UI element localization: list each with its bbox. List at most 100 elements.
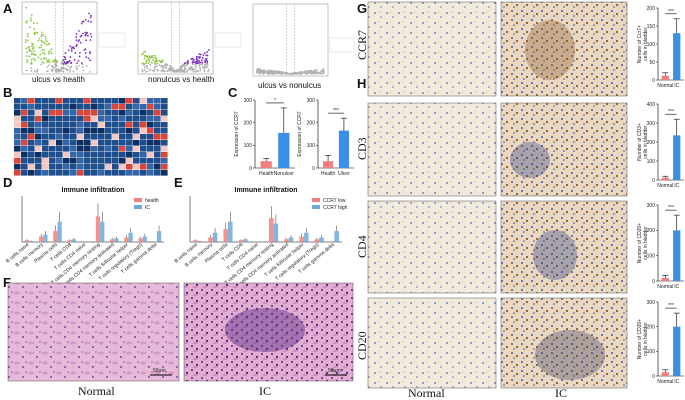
heatmap-cell xyxy=(112,170,119,176)
volcano-point xyxy=(192,70,195,73)
volcano-point xyxy=(153,54,156,57)
heatmap-cell xyxy=(91,110,98,116)
heatmap-cell xyxy=(119,140,126,146)
heatmap-cell xyxy=(21,164,28,170)
heatmap-cell xyxy=(28,134,35,140)
heatmap-cell xyxy=(126,170,133,176)
heatmap-cell xyxy=(119,170,126,176)
legend-swatch xyxy=(134,198,142,202)
volcano-point xyxy=(285,73,288,75)
ihc-row-label-cd4: CD4 xyxy=(355,235,369,258)
heatmap-cell xyxy=(112,128,119,134)
heatmap-cell xyxy=(126,110,133,116)
heatmap-cell xyxy=(161,134,168,140)
y-tick-label: 300 xyxy=(647,300,656,306)
x-tick-label: Nonulcer xyxy=(274,171,294,177)
volcano-point xyxy=(163,70,166,73)
bar-ccr7-low xyxy=(238,240,244,242)
volcano-point xyxy=(87,57,90,60)
volcano-point xyxy=(194,66,197,68)
volcano-point xyxy=(69,70,71,73)
volcano-point xyxy=(75,36,78,38)
heatmap-cell xyxy=(63,128,70,134)
panel-label-f: F xyxy=(3,275,11,290)
volcano-point xyxy=(320,70,322,73)
volcano-point xyxy=(161,68,164,70)
volcano-point xyxy=(201,63,204,66)
heatmap-cell xyxy=(35,146,42,152)
heatmap-cell xyxy=(168,104,175,110)
heatmap-cell xyxy=(147,140,154,146)
ihc-col-label-ic: IC xyxy=(555,386,567,400)
heatmap-cell xyxy=(133,158,140,164)
heatmap-cell xyxy=(182,104,189,110)
volcano-point xyxy=(150,56,153,58)
legend-swatch xyxy=(312,198,320,202)
volcano-point xyxy=(271,72,274,74)
heatmap-cell xyxy=(119,98,126,104)
volcano-point xyxy=(147,62,150,64)
heatmap-cell xyxy=(14,116,21,122)
volcano-point xyxy=(199,63,202,66)
volcano-point xyxy=(198,62,200,64)
panel-label-h: H xyxy=(357,76,366,91)
y-tick-label: 200 xyxy=(647,140,656,146)
heatmap-cell xyxy=(49,110,56,116)
heatmap-cell xyxy=(42,164,49,170)
heatmap-cell xyxy=(91,164,98,170)
volcano-point xyxy=(38,37,41,40)
volcano-point xyxy=(34,59,36,62)
volcano-point xyxy=(26,61,29,64)
heatmap-cell xyxy=(182,110,189,116)
heatmap-cell xyxy=(140,98,147,104)
volcano-point xyxy=(41,49,44,52)
volcano-point xyxy=(43,49,46,51)
x-tick-label: Normal xyxy=(657,183,673,189)
heatmap-cell xyxy=(133,164,140,170)
heatmap-cell xyxy=(84,134,91,140)
volcano-point xyxy=(26,35,29,38)
heatmap-cell xyxy=(140,146,147,152)
volcano-point xyxy=(44,35,47,38)
volcano-point xyxy=(31,42,33,45)
chart-title: Immune infiltration xyxy=(62,187,125,194)
heatmap-cell xyxy=(140,140,147,146)
volcano-point xyxy=(90,14,92,17)
volcano-point xyxy=(45,57,48,60)
volcano-point xyxy=(62,66,65,69)
heatmap-cell xyxy=(77,122,84,128)
heatmap-cell xyxy=(189,110,196,116)
volcano-point xyxy=(40,46,42,49)
heatmap-cell xyxy=(112,104,119,110)
volcano-caption-1: ulcus vs health xyxy=(32,75,85,84)
volcano-point xyxy=(314,72,317,75)
volcano-point xyxy=(67,60,70,63)
heatmap-cell xyxy=(98,134,105,140)
volcano-point xyxy=(199,53,202,56)
volcano-point xyxy=(307,71,310,73)
volcano-point xyxy=(75,45,78,48)
volcano-point xyxy=(198,53,201,56)
volcano-point xyxy=(145,70,147,73)
volcano-point xyxy=(60,62,63,65)
heatmap-cell xyxy=(42,122,49,128)
volcano-point xyxy=(68,59,71,62)
volcano-point xyxy=(72,46,75,49)
heatmap-cell xyxy=(84,152,91,158)
heatmap-cell xyxy=(49,104,56,110)
volcano-point xyxy=(84,18,87,21)
volcano-point xyxy=(45,43,48,46)
volcano-point xyxy=(40,34,43,36)
bar-ccr7-high xyxy=(243,239,248,242)
heatmap-cell xyxy=(175,152,182,158)
heatmap-cell xyxy=(84,170,91,176)
volcano-point xyxy=(43,52,46,55)
volcano-point xyxy=(185,64,188,66)
heatmap-cell xyxy=(112,158,119,164)
volcano-plot-2: nonulcus vs health xyxy=(137,1,242,84)
volcano-point xyxy=(148,59,151,62)
volcano-point xyxy=(159,61,162,63)
volcano-point xyxy=(273,72,276,75)
heatmap-cell xyxy=(133,134,140,140)
bar-ccr7-low xyxy=(299,236,304,242)
